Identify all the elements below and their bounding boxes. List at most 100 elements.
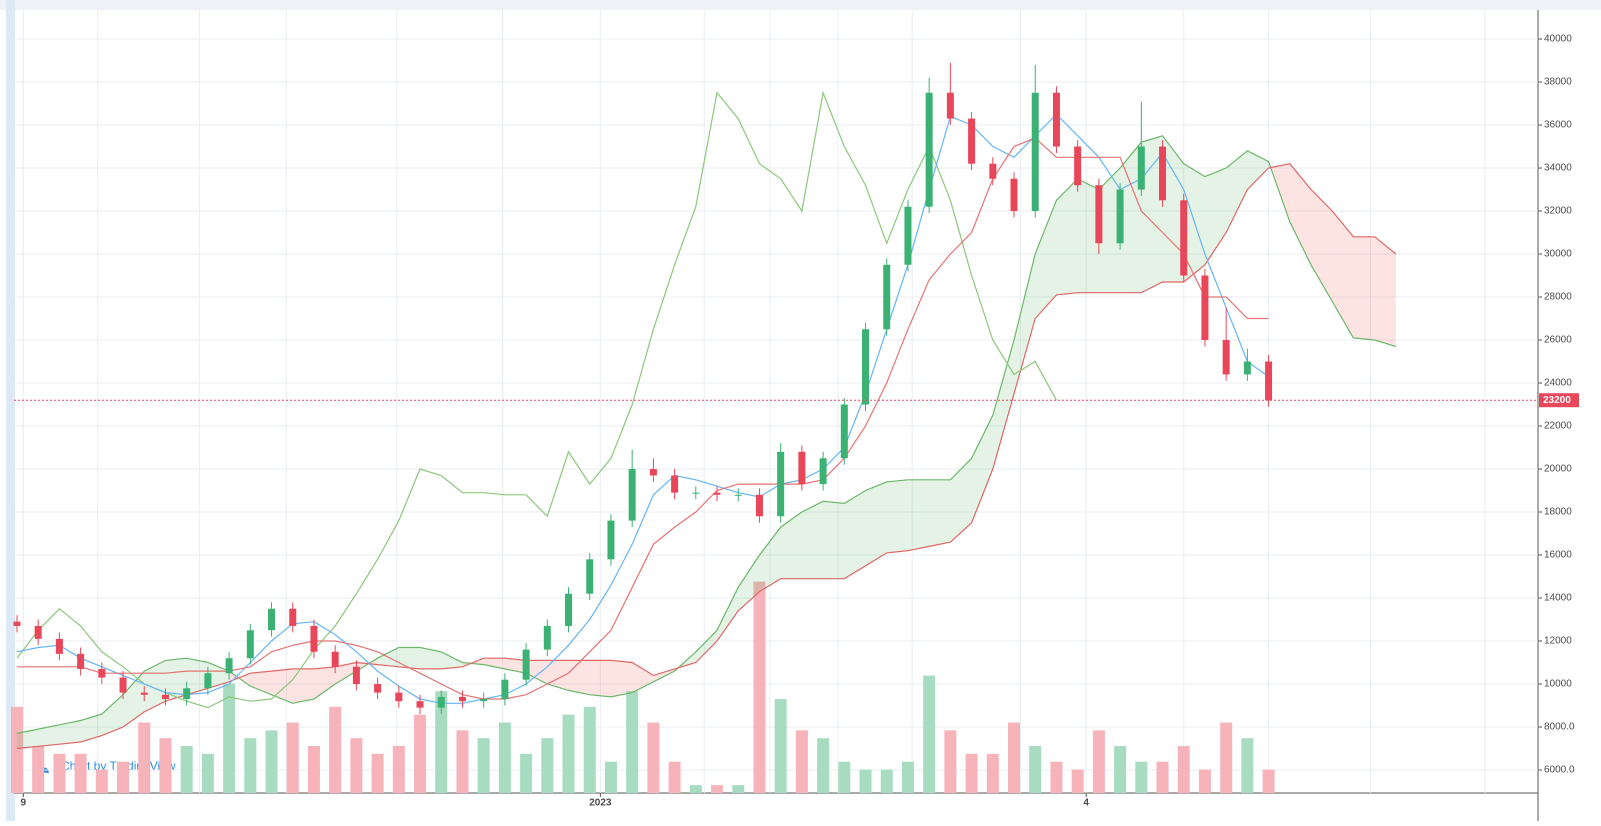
plot: [10, 10, 1538, 793]
candle-body: [501, 679, 509, 700]
y-tick-label: 40000: [1544, 34, 1572, 45]
cloud-fill: [80, 714, 102, 743]
volume-bar: [859, 769, 872, 793]
cloud-fill: [1162, 135, 1184, 282]
volume-bar: [1135, 761, 1148, 793]
cloud-fill: [1311, 189, 1333, 302]
volume-bar: [201, 753, 214, 793]
volume-bar: [1220, 722, 1233, 793]
candle-body: [77, 653, 85, 669]
y-tick-label: 6000.0: [1544, 765, 1575, 776]
cloud-fill: [780, 512, 802, 579]
cloud-fill: [950, 458, 972, 543]
volume-bar: [350, 738, 363, 793]
cloud-fill: [1035, 200, 1057, 319]
candle-body: [204, 673, 212, 689]
candle-body: [140, 692, 148, 695]
cloud-fill: [717, 587, 739, 642]
cloud-fill: [547, 660, 569, 691]
cloud-fill: [1141, 135, 1163, 293]
x-tick-label: 9: [21, 798, 27, 809]
cloud-fill: [907, 479, 930, 551]
y-tick-label: 22000: [1544, 421, 1572, 432]
volume-bar: [307, 746, 320, 793]
candle-body: [395, 692, 403, 702]
cloud-fill: [759, 527, 781, 592]
candle-body: [13, 621, 21, 626]
cloud-fill: [865, 481, 887, 566]
cloud-fill: [695, 630, 718, 663]
cloud-fill: [1204, 168, 1227, 265]
candle-body: [119, 677, 127, 693]
volume-bar: [10, 706, 23, 793]
cloud-fill: [823, 501, 845, 579]
candle-body: [416, 701, 424, 708]
volume-bar: [1177, 746, 1190, 793]
volume-bar: [1198, 769, 1211, 793]
cloud-fill: [250, 671, 272, 695]
cloud-fill: [632, 662, 654, 693]
cloud-fill: [165, 658, 187, 702]
candle-body: [755, 494, 763, 517]
cloud-fill: [992, 340, 1015, 470]
candle-body: [1137, 146, 1145, 190]
candle-body: [225, 658, 233, 674]
y-tick-label: 12000: [1544, 636, 1572, 647]
cloud-fill: [16, 729, 39, 749]
volume-bar: [371, 753, 384, 793]
candle-body: [268, 608, 276, 631]
volume-bar: [32, 746, 45, 793]
volume-bar: [923, 675, 936, 793]
volume-bar: [1156, 761, 1169, 793]
candle-body: [1116, 189, 1124, 244]
volume-bar: [541, 738, 554, 793]
candle-body: [183, 688, 191, 700]
cloud-fill: [801, 501, 824, 579]
cloud-fill: [483, 658, 505, 669]
volume-bar: [647, 722, 660, 793]
y-tick-label: 24000: [1544, 378, 1572, 389]
candle-body: [1180, 200, 1188, 276]
last-price-box: [1539, 393, 1579, 408]
volume-bar: [562, 714, 575, 793]
volume-bar: [180, 746, 193, 793]
cloud-fill: [38, 724, 60, 747]
volume-bar: [1114, 746, 1127, 793]
volume-bar: [817, 738, 830, 793]
candle-body: [883, 264, 891, 330]
candle-body: [819, 458, 827, 485]
volume-bar: [477, 738, 490, 793]
candle-body: [1074, 146, 1082, 186]
candle-body: [1222, 340, 1230, 375]
candle-body: [777, 451, 785, 517]
cloud-fill: [1077, 178, 1099, 293]
candle-body: [161, 694, 169, 700]
cloud-fill: [929, 479, 951, 547]
y-tick-label: 26000: [1544, 335, 1572, 346]
candle-body: [289, 608, 297, 626]
candle-body: [1052, 92, 1060, 147]
cloud-fill: [844, 490, 866, 579]
candle-body: [692, 492, 700, 494]
volume-bar: [329, 706, 342, 793]
cloud-fill: [335, 662, 357, 684]
candle-body: [649, 469, 657, 476]
cloud-fill: [398, 647, 421, 669]
cloud-fill: [971, 415, 993, 523]
span-b-line: [16, 163, 1397, 750]
volume-bar: [1050, 761, 1063, 793]
candle-body: [1265, 361, 1273, 401]
volume-bar: [117, 761, 130, 793]
candle-body: [862, 329, 870, 405]
candle-body: [840, 404, 848, 459]
x-tick-label: 2023: [589, 798, 612, 809]
volume-bar: [74, 753, 87, 793]
candle-body: [34, 625, 42, 639]
cloud-fill: [271, 668, 293, 704]
candle-body: [437, 696, 445, 708]
volume-bar: [1008, 722, 1021, 793]
volume-bar: [456, 730, 469, 793]
volume-bar: [965, 753, 978, 793]
y-tick-label: 38000: [1544, 77, 1572, 88]
